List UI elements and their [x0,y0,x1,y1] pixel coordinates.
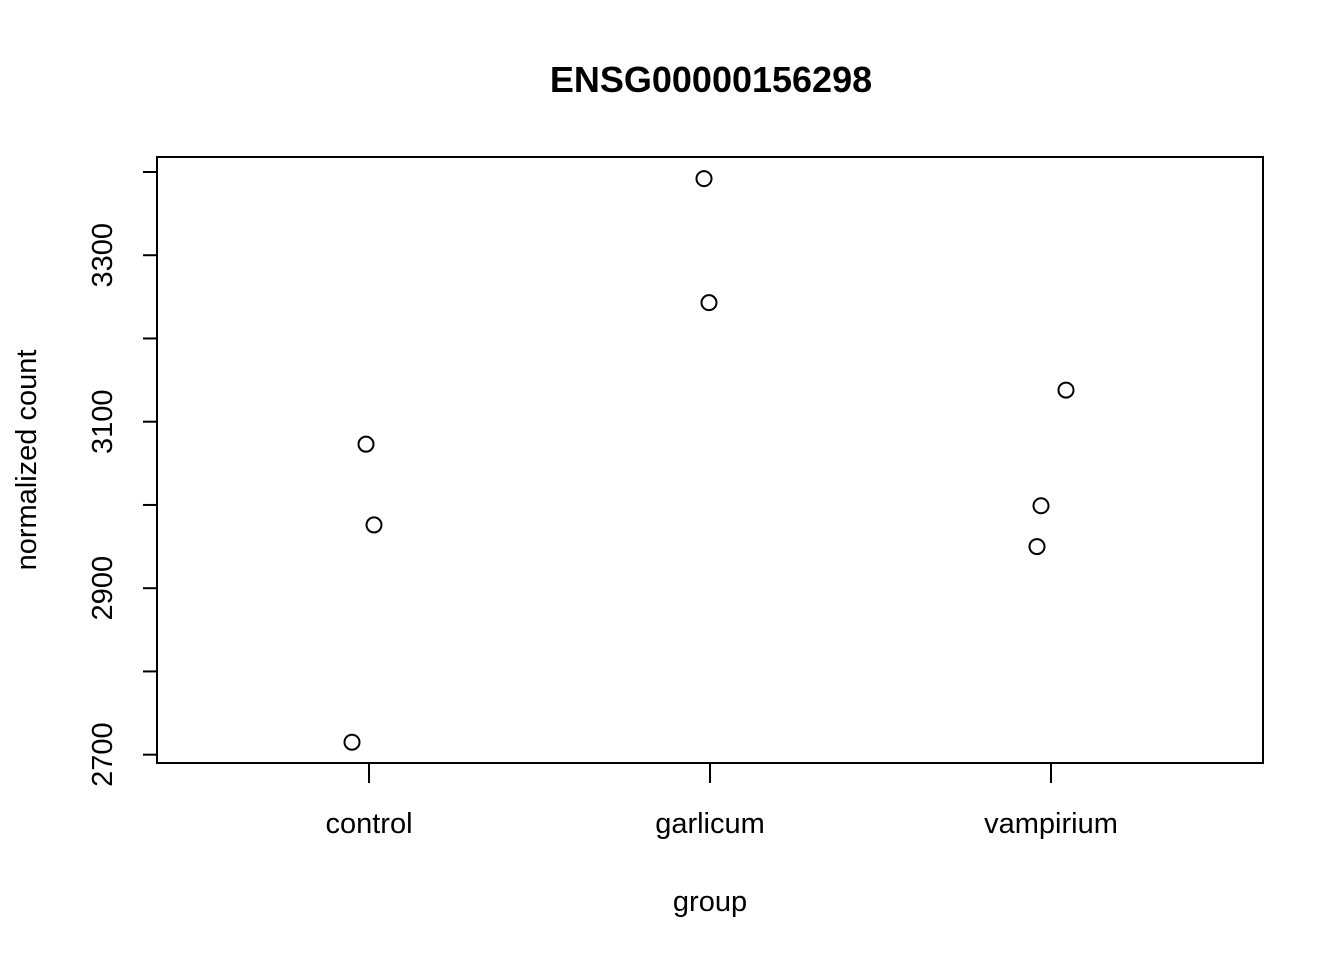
y-tick-label: 2700 [87,722,119,787]
x-tick-label: garlicum [655,808,765,840]
chart-title: ENSG00000156298 [550,59,872,100]
data-point [1032,497,1050,515]
x-axis: control garlicum vampirium [325,763,1118,840]
data-point [343,733,361,751]
data-point [1028,538,1046,556]
data-point [695,170,713,188]
data-point [1057,381,1075,399]
y-tick-label: 2900 [87,556,119,621]
data-points [343,170,1075,751]
y-tick-label: 3300 [87,223,119,288]
data-point [700,294,718,312]
x-tick-label: vampirium [984,808,1118,840]
data-point [357,435,375,453]
y-tick-label: 3100 [87,389,119,454]
x-axis-label: group [673,886,747,918]
y-axis-label: normalized count [11,350,43,571]
x-tick-label: control [325,808,412,840]
data-point [365,516,383,534]
plot-frame [156,156,1264,764]
y-axis: 2700 2900 3100 3300 [87,170,158,787]
